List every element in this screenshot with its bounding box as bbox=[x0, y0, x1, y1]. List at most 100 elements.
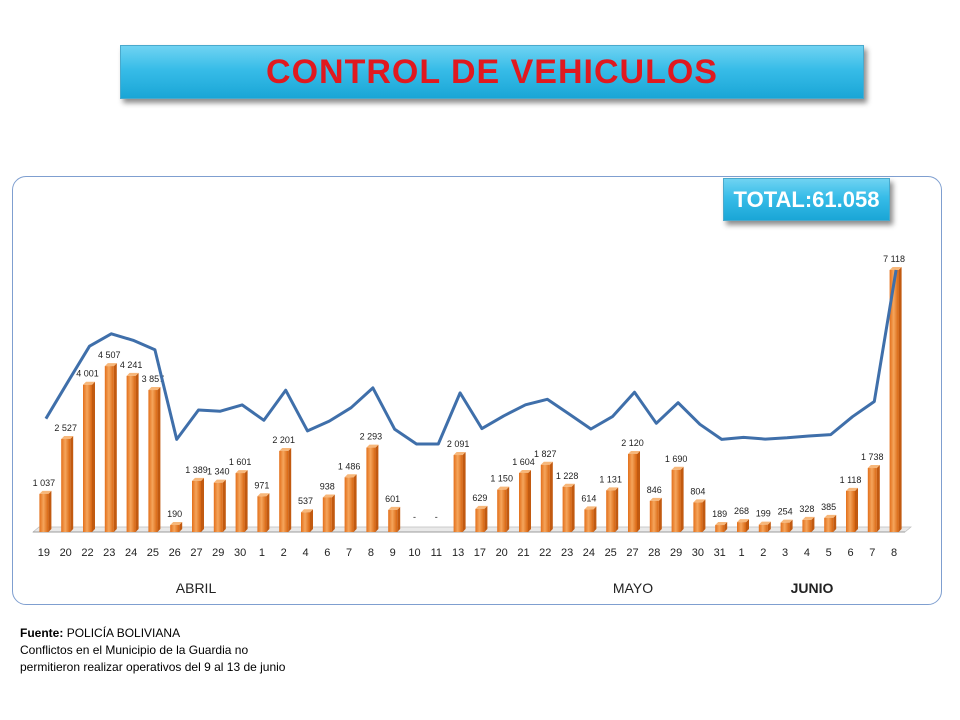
bar bbox=[235, 473, 245, 532]
x-tick-label: 1 bbox=[738, 547, 744, 559]
bar-side bbox=[179, 522, 183, 532]
x-tick-label: 25 bbox=[147, 547, 159, 559]
bar-top bbox=[213, 479, 226, 483]
bar-side bbox=[48, 490, 52, 532]
bar-top bbox=[802, 516, 815, 520]
x-tick-label: 8 bbox=[891, 547, 897, 559]
data-label: 4 507 bbox=[98, 350, 121, 360]
bar bbox=[737, 522, 746, 532]
x-tick-label: 29 bbox=[670, 547, 682, 559]
bar bbox=[279, 450, 289, 532]
bar-side bbox=[767, 521, 771, 532]
bar-side bbox=[789, 519, 793, 532]
x-tick-label: 4 bbox=[804, 547, 810, 559]
bar-top bbox=[279, 447, 292, 451]
data-label: 254 bbox=[778, 507, 793, 517]
bar-top bbox=[170, 522, 183, 526]
bar-side bbox=[397, 506, 401, 532]
x-tick-label: 2 bbox=[281, 547, 287, 559]
x-tick-label: 23 bbox=[561, 547, 573, 559]
data-label: 2 120 bbox=[621, 438, 644, 448]
bar-top bbox=[126, 372, 139, 376]
chart-floor bbox=[32, 526, 912, 533]
data-label: 614 bbox=[581, 493, 596, 503]
bar-top bbox=[758, 521, 771, 525]
bar bbox=[693, 502, 703, 532]
bar bbox=[39, 493, 49, 532]
x-tick-label: 24 bbox=[583, 547, 595, 559]
data-label: 190 bbox=[167, 509, 182, 519]
data-label: 199 bbox=[756, 509, 771, 519]
data-label: 1 827 bbox=[534, 449, 557, 459]
data-label: 1 340 bbox=[207, 467, 230, 477]
x-tick-label: 28 bbox=[648, 547, 660, 559]
bar bbox=[322, 497, 332, 532]
bar bbox=[519, 472, 528, 532]
data-label: 4 241 bbox=[120, 360, 143, 370]
bar bbox=[170, 525, 180, 532]
bar bbox=[758, 524, 768, 532]
bar-side bbox=[746, 519, 749, 532]
bar-top bbox=[519, 469, 531, 473]
data-label: 1 118 bbox=[840, 475, 862, 485]
x-tick-label: 19 bbox=[38, 547, 50, 559]
bar bbox=[213, 482, 223, 532]
data-label: 1 604 bbox=[512, 457, 535, 467]
bar-top bbox=[475, 505, 488, 509]
note-line-1: Conflictos en el Municipio de la Guardia… bbox=[20, 643, 249, 657]
bar-top bbox=[301, 509, 313, 513]
bar-side bbox=[658, 497, 662, 532]
bar bbox=[715, 525, 725, 532]
bar-top bbox=[61, 435, 74, 439]
bar bbox=[649, 500, 659, 532]
bar-side bbox=[113, 363, 117, 532]
bar-side bbox=[266, 493, 270, 532]
bar-top bbox=[715, 522, 728, 526]
bar-side bbox=[724, 522, 728, 532]
data-label: 938 bbox=[320, 481, 335, 491]
x-tick-label: 13 bbox=[452, 547, 464, 559]
data-label: 2 091 bbox=[447, 439, 470, 449]
bar bbox=[453, 455, 463, 532]
bar bbox=[628, 453, 637, 532]
bar-side bbox=[484, 505, 488, 532]
data-label: - bbox=[413, 512, 416, 522]
bar-top bbox=[824, 514, 837, 518]
x-tick-label: 20 bbox=[496, 547, 508, 559]
data-label: 1 037 bbox=[33, 478, 56, 488]
x-tick-label: 3 bbox=[782, 547, 788, 559]
bar bbox=[192, 480, 201, 532]
data-label: 1 228 bbox=[556, 471, 579, 481]
data-label: 601 bbox=[385, 494, 400, 504]
data-label: 846 bbox=[647, 485, 662, 495]
bar bbox=[867, 468, 877, 532]
data-label: 3 857 bbox=[142, 374, 165, 384]
bar-top bbox=[693, 499, 706, 503]
bar-side bbox=[876, 465, 880, 532]
data-label: 1 486 bbox=[338, 461, 361, 471]
bar-top bbox=[104, 363, 117, 367]
x-tick-label: 7 bbox=[869, 547, 875, 559]
bar bbox=[301, 512, 310, 532]
data-label: 2 527 bbox=[54, 423, 77, 433]
data-label: 1 601 bbox=[229, 457, 252, 467]
data-label: 385 bbox=[821, 502, 836, 512]
bar-side bbox=[571, 483, 575, 532]
bar bbox=[780, 522, 790, 532]
bar-top bbox=[235, 470, 248, 474]
bar bbox=[606, 490, 616, 532]
x-tick-label: 4 bbox=[302, 547, 308, 559]
bar-side bbox=[288, 447, 292, 532]
bar-side bbox=[702, 499, 706, 532]
bar-side bbox=[615, 487, 619, 532]
data-label: 2 293 bbox=[360, 432, 383, 442]
bar-top bbox=[606, 487, 619, 491]
x-tick-label: 8 bbox=[368, 547, 374, 559]
bar bbox=[497, 489, 507, 532]
data-label: 7 118 bbox=[883, 254, 905, 264]
bar-top bbox=[453, 452, 466, 456]
x-tick-label: 29 bbox=[212, 547, 224, 559]
bar-top bbox=[388, 506, 401, 510]
data-label: 1 389 bbox=[185, 465, 208, 475]
